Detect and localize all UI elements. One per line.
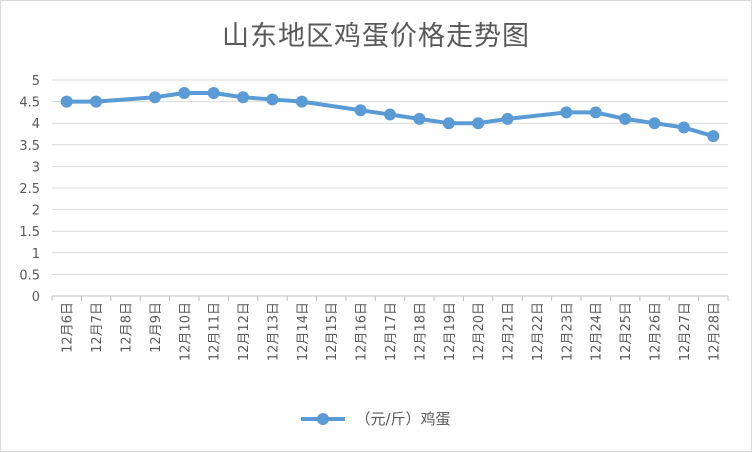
x-tick-label: 12月7日 [90,302,105,353]
data-point [354,104,367,117]
x-tick-label: 12月27日 [678,302,693,361]
y-tick-label: 0.5 [19,268,40,283]
y-tick-label: 5 [32,74,40,89]
data-point [207,86,220,99]
x-tick-label: 12月18日 [413,302,428,361]
data-point [648,117,661,130]
y-tick-label: 4 [32,117,40,132]
y-tick-label: 4.5 [19,96,40,111]
x-tick-label: 12月12日 [237,302,252,361]
y-tick-label: 3.5 [19,139,40,154]
data-point [442,117,455,130]
x-tick-label: 12月19日 [443,302,458,361]
data-point [619,112,632,125]
data-point [148,91,161,104]
data-point [266,93,279,106]
x-tick-label: 12月22日 [531,302,546,361]
x-tick-label: 12月15日 [325,302,340,361]
data-point [472,117,485,130]
data-point [295,95,308,108]
x-tick-label: 12月9日 [149,302,164,353]
x-tick-label: 12月8日 [119,302,134,353]
data-point [677,121,690,134]
data-point [589,106,602,119]
x-tick-label: 12月17日 [384,302,399,361]
x-tick-label: 12月25日 [619,302,634,361]
y-tick-label: 2.5 [19,182,40,197]
x-tick-label: 12月16日 [355,302,370,361]
legend-series-marker [301,412,346,426]
data-point [501,112,514,125]
y-tick-label: 1 [32,247,40,262]
data-point [707,130,720,143]
data-point [90,95,103,108]
data-point [60,95,73,108]
y-tick-label: 2 [32,204,40,219]
x-tick-label: 12月21日 [502,302,517,361]
data-point [560,106,573,119]
x-tick-label: 12月20日 [472,302,487,361]
y-tick-label: 3 [32,160,40,175]
x-tick-label: 12月13日 [266,302,281,361]
x-tick-label: 12月24日 [590,302,605,361]
legend: （元/斤）鸡蛋 [0,408,752,429]
data-point [178,86,191,99]
y-tick-label: 0 [32,290,40,305]
x-tick-label: 12月14日 [296,302,311,361]
x-tick-label: 12月26日 [649,302,664,361]
x-tick-label: 12月28日 [707,302,722,361]
data-point [384,108,396,121]
chart-title: 山东地区鸡蛋价格走势图 [222,21,530,52]
x-tick-label: 12月10日 [178,302,193,361]
data-point [413,112,426,125]
x-tick-label: 12月23日 [560,302,575,361]
data-point [237,91,250,104]
x-tick-label: 12月6日 [61,302,76,353]
x-tick-label: 12月11日 [208,302,223,361]
y-tick-label: 1.5 [19,225,40,240]
legend-series-label: （元/斤）鸡蛋 [355,410,451,428]
